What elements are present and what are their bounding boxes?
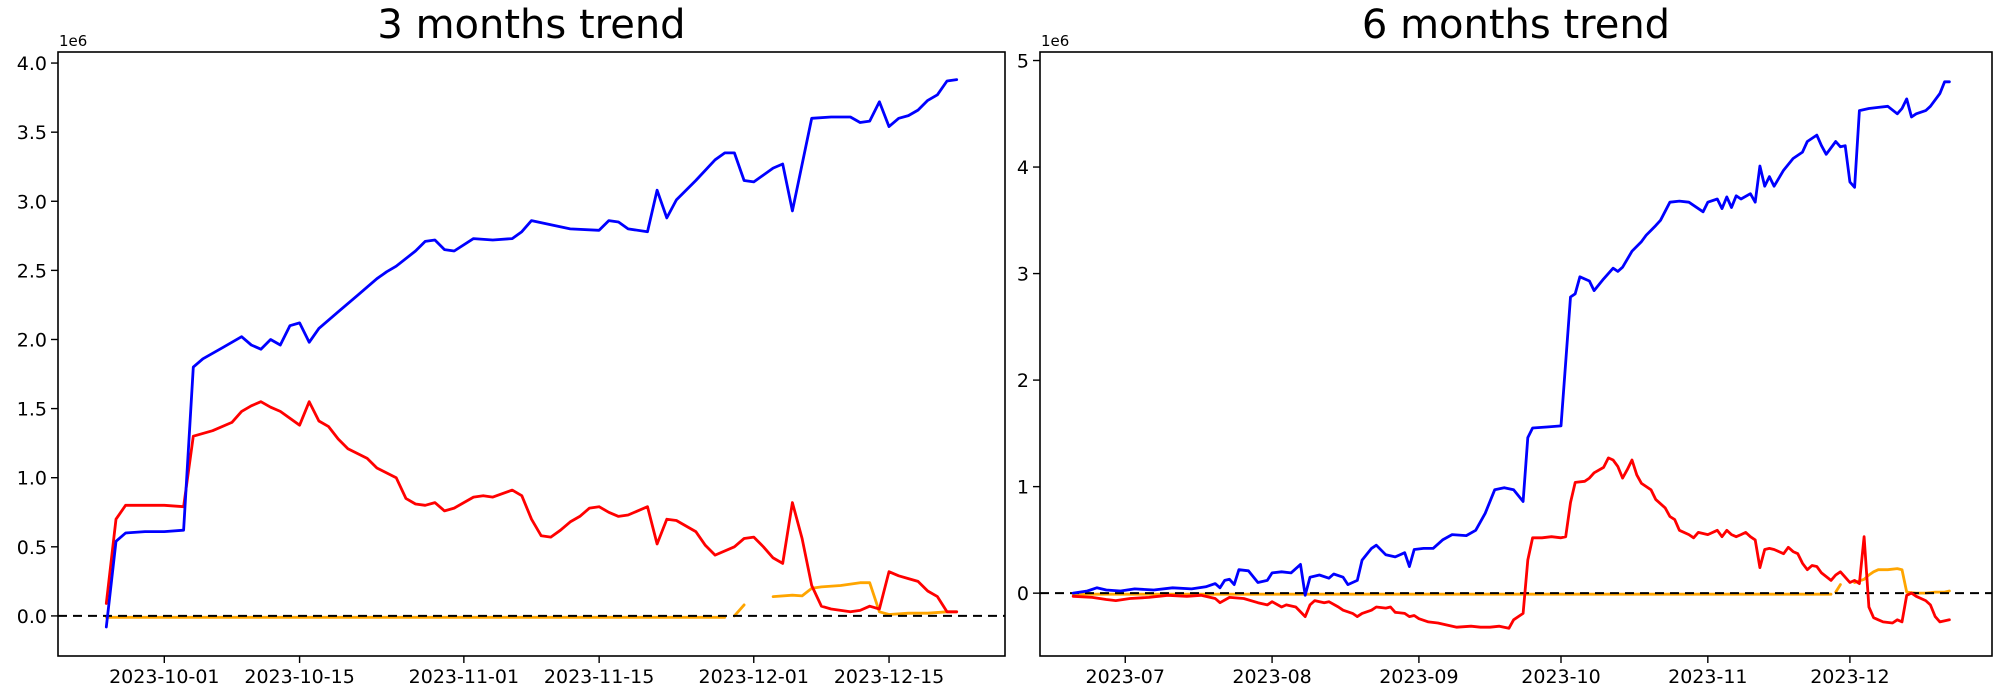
axes-frame-chart1 bbox=[1039, 51, 1993, 657]
y-tick-label-chart0: 2.5 bbox=[17, 260, 47, 282]
x-tick-label-chart0: 2023-11-01 bbox=[409, 666, 519, 688]
y-tick-label-chart1: 1 bbox=[1017, 477, 1029, 499]
y-tick-label-chart0: 4.0 bbox=[17, 53, 47, 75]
x-tick-label-chart0: 2023-10-01 bbox=[109, 666, 219, 688]
x-tick-label-chart1: 2023-12 bbox=[1810, 666, 1889, 688]
x-tick-label-chart0: 2023-12-01 bbox=[699, 666, 809, 688]
chart-title-6-months: 6 months trend bbox=[1361, 2, 1671, 48]
x-tick-label-chart0: 2023-11-15 bbox=[544, 666, 654, 688]
x-tick-label-chart1: 2023-08 bbox=[1232, 666, 1311, 688]
y-tick-label-chart0: 1.5 bbox=[17, 399, 47, 421]
y-tick-label-chart0: 3.5 bbox=[17, 122, 47, 144]
y-axis-offset-label-chart1: 1e6 bbox=[1041, 32, 1069, 50]
y-tick-label-chart0: 0.0 bbox=[17, 606, 47, 628]
axes-frame-chart0 bbox=[57, 51, 1006, 657]
series-line-orange-series-chart0 bbox=[733, 603, 746, 618]
series-line-blue-series-chart1 bbox=[1071, 80, 1951, 597]
series-line-blue-series-chart0 bbox=[104, 78, 959, 629]
y-tick-label-chart0: 3.0 bbox=[17, 191, 47, 213]
y-tick-label-chart1: 3 bbox=[1017, 264, 1029, 286]
y-axis-offset-label-chart0: 1e6 bbox=[59, 32, 87, 50]
series-line-red-series-chart0 bbox=[104, 400, 959, 614]
x-tick-label-chart1: 2023-11 bbox=[1668, 666, 1747, 688]
y-tick-label-chart1: 5 bbox=[1017, 51, 1029, 73]
chart-title-3-months: 3 months trend bbox=[377, 2, 686, 48]
y-tick-label-chart0: 1.0 bbox=[17, 468, 47, 490]
y-tick-label-chart0: 2.0 bbox=[17, 329, 47, 351]
y-tick-label-chart1: 0 bbox=[1017, 583, 1029, 605]
series-line-orange-series-chart1 bbox=[1834, 583, 1842, 594]
series-line-orange-series-chart0 bbox=[771, 581, 959, 616]
y-tick-label-chart0: 0.5 bbox=[17, 537, 47, 559]
x-tick-label-chart1: 2023-09 bbox=[1379, 666, 1458, 688]
y-tick-label-chart1: 2 bbox=[1017, 370, 1029, 392]
x-tick-label-chart1: 2023-10 bbox=[1521, 666, 1600, 688]
series-line-red-series-chart1 bbox=[1071, 456, 1951, 630]
x-tick-label-chart0: 2023-12-15 bbox=[834, 666, 944, 688]
x-tick-label-chart1: 2023-07 bbox=[1086, 666, 1165, 688]
y-tick-label-chart1: 4 bbox=[1017, 157, 1029, 179]
x-tick-label-chart0: 2023-10-15 bbox=[244, 666, 354, 688]
